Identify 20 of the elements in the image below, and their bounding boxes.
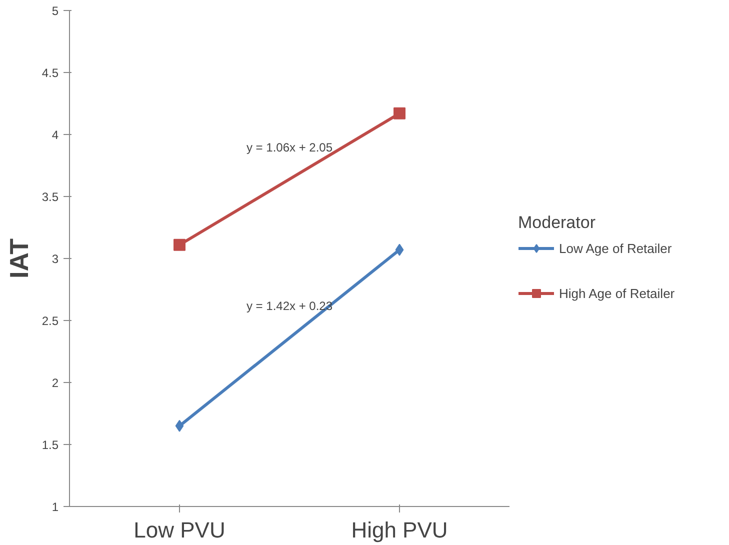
point xyxy=(395,244,404,256)
y-tick-label: 2.5 xyxy=(42,314,59,328)
legend-title: Moderator xyxy=(518,213,596,233)
point xyxy=(394,107,406,120)
legend-label: Low Age of Retailer xyxy=(559,240,672,256)
x-tick-label: Low PVU xyxy=(134,518,226,542)
y-axis-title: IAT xyxy=(4,238,34,278)
point xyxy=(174,238,186,251)
y-tick-label: 2 xyxy=(52,376,59,390)
x-tick-label: High PVU xyxy=(351,518,448,542)
point xyxy=(175,420,184,432)
y-tick-label: 1 xyxy=(52,500,59,514)
annotation: y = 1.06x + 2.05 xyxy=(246,140,333,154)
y-tick-label: 1.5 xyxy=(42,438,59,452)
y-tick-label: 3 xyxy=(52,252,59,266)
y-tick-label: 3.5 xyxy=(42,190,59,204)
y-tick-label: 4.5 xyxy=(42,66,59,80)
y-tick-label: 5 xyxy=(52,4,59,18)
y-tick-label: 4 xyxy=(52,128,59,142)
legend-label: High Age of Retailer xyxy=(559,286,675,300)
